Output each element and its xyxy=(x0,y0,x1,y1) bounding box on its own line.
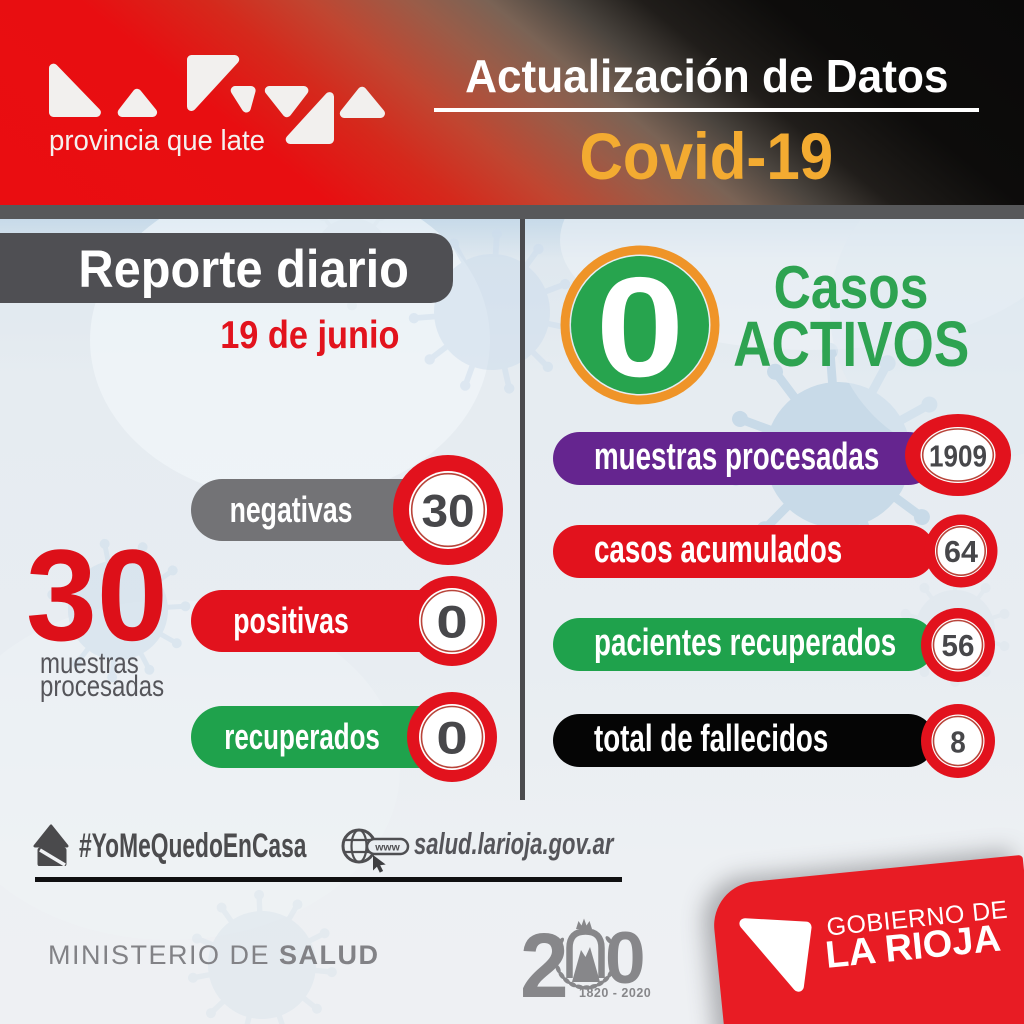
svg-text:8: 8 xyxy=(950,725,966,760)
svg-text:1909: 1909 xyxy=(929,439,987,474)
svg-text:30: 30 xyxy=(421,486,474,537)
svg-text:0: 0 xyxy=(436,597,467,647)
svg-text:1820 - 2020: 1820 - 2020 xyxy=(579,986,651,1000)
svg-text:www: www xyxy=(374,842,400,854)
svg-text:0: 0 xyxy=(605,918,646,999)
svg-text:2: 2 xyxy=(520,915,569,1018)
svg-text:64: 64 xyxy=(944,535,978,569)
svg-text:0: 0 xyxy=(436,713,467,763)
svg-text:56: 56 xyxy=(942,630,975,663)
svg-text:0: 0 xyxy=(596,248,684,406)
